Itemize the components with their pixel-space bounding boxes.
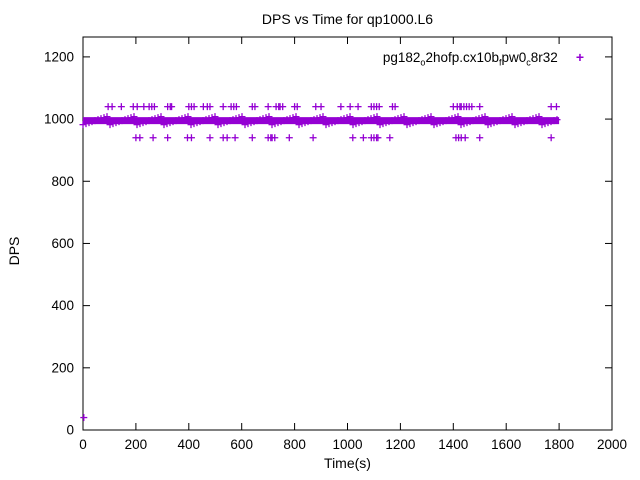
x-tick-label: 600 — [230, 437, 253, 452]
x-tick-label: 400 — [178, 437, 201, 452]
y-axis-label: DPS — [6, 236, 22, 266]
legend-label-subscript: o — [420, 57, 426, 68]
legend-marker-plus: + — [575, 49, 584, 65]
x-tick-label: 1600 — [491, 437, 521, 452]
x-tick-label: 800 — [283, 437, 306, 452]
legend-label-subscript: f — [499, 57, 502, 68]
x-tick-label: 1400 — [438, 437, 468, 452]
legend: pg182o2hofp.cx10bfpw0c8r32 + — [383, 49, 584, 68]
y-tick-label: 400 — [51, 298, 74, 313]
x-tick-label: 1000 — [332, 437, 362, 452]
chart-title: DPS vs Time for qp1000.L6 — [261, 11, 434, 27]
y-tick-label: 1000 — [44, 112, 74, 127]
x-tick-label: 0 — [79, 437, 87, 452]
legend-label-segment: pw0 — [501, 50, 527, 65]
legend-label-segment: pg182 — [382, 50, 421, 65]
legend-label-subscript: c — [526, 57, 531, 68]
y-tick-label: 800 — [51, 174, 74, 189]
legend-label: pg182o2hofp.cx10bfpw0c8r32 — [382, 50, 558, 68]
legend-label-segment: 8r32 — [530, 50, 558, 65]
band-core — [83, 117, 560, 125]
plot-border — [82, 36, 613, 431]
y-tick-label: 600 — [51, 236, 74, 251]
legend-label-segment: 2hofp.cx10b — [425, 50, 499, 65]
x-tick-label: 2000 — [597, 437, 627, 452]
y-tick-label: 0 — [66, 423, 74, 438]
x-tick-label: 200 — [125, 437, 148, 452]
y-tick-label: 1200 — [44, 49, 74, 64]
x-tick-label: 1200 — [385, 437, 415, 452]
x-tick-label: 1800 — [544, 437, 574, 452]
x-axis-label: Time(s) — [324, 455, 371, 471]
y-tick-label: 200 — [51, 360, 74, 375]
